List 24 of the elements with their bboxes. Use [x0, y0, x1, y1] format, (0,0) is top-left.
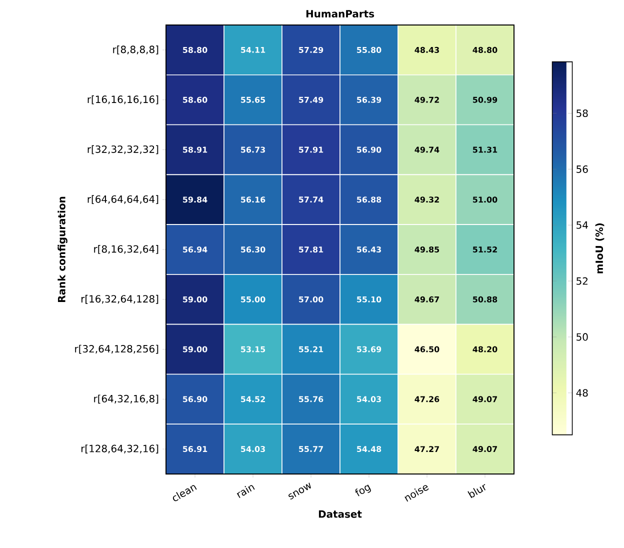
x-axis-title: Dataset: [318, 510, 362, 518]
color-bar-label: 52: [576, 277, 588, 285]
chart-title: HumanParts: [306, 10, 374, 18]
x-tick-label: fog: [355, 484, 371, 496]
color-bar-label: 48: [576, 389, 588, 397]
y-tick-label: r[64,32,16,8]: [94, 394, 158, 404]
color-bar-title: mIoU (%): [595, 223, 604, 274]
color-bar-label: 58: [576, 109, 588, 118]
y-tick-label: r[64,64,64,64]: [88, 195, 158, 204]
y-axis-title: Rank configuration: [58, 196, 68, 302]
y-tick-label: r[8,8,8,8]: [113, 45, 158, 54]
y-tick-label: r[8,16,32,64]: [94, 245, 158, 254]
y-tick-label: r[32,32,32,32]: [88, 145, 158, 154]
x-tick-label: noise: [404, 485, 429, 502]
x-tick-label: rain: [236, 485, 255, 498]
color-bar-label: 50: [576, 333, 588, 341]
y-tick-label: r[128,64,32,16]: [81, 444, 158, 454]
y-tick-label: r[16,16,16,16]: [88, 95, 158, 104]
y-tick-label: r[16,32,64,128]: [81, 294, 158, 304]
color-bar-label: 56: [576, 165, 588, 173]
y-tick-label: r[32,64,128,256]: [75, 344, 158, 354]
x-tick-label: blur: [468, 484, 486, 498]
x-tick-label: clean: [172, 485, 197, 502]
color-bar-label: 54: [576, 221, 588, 229]
